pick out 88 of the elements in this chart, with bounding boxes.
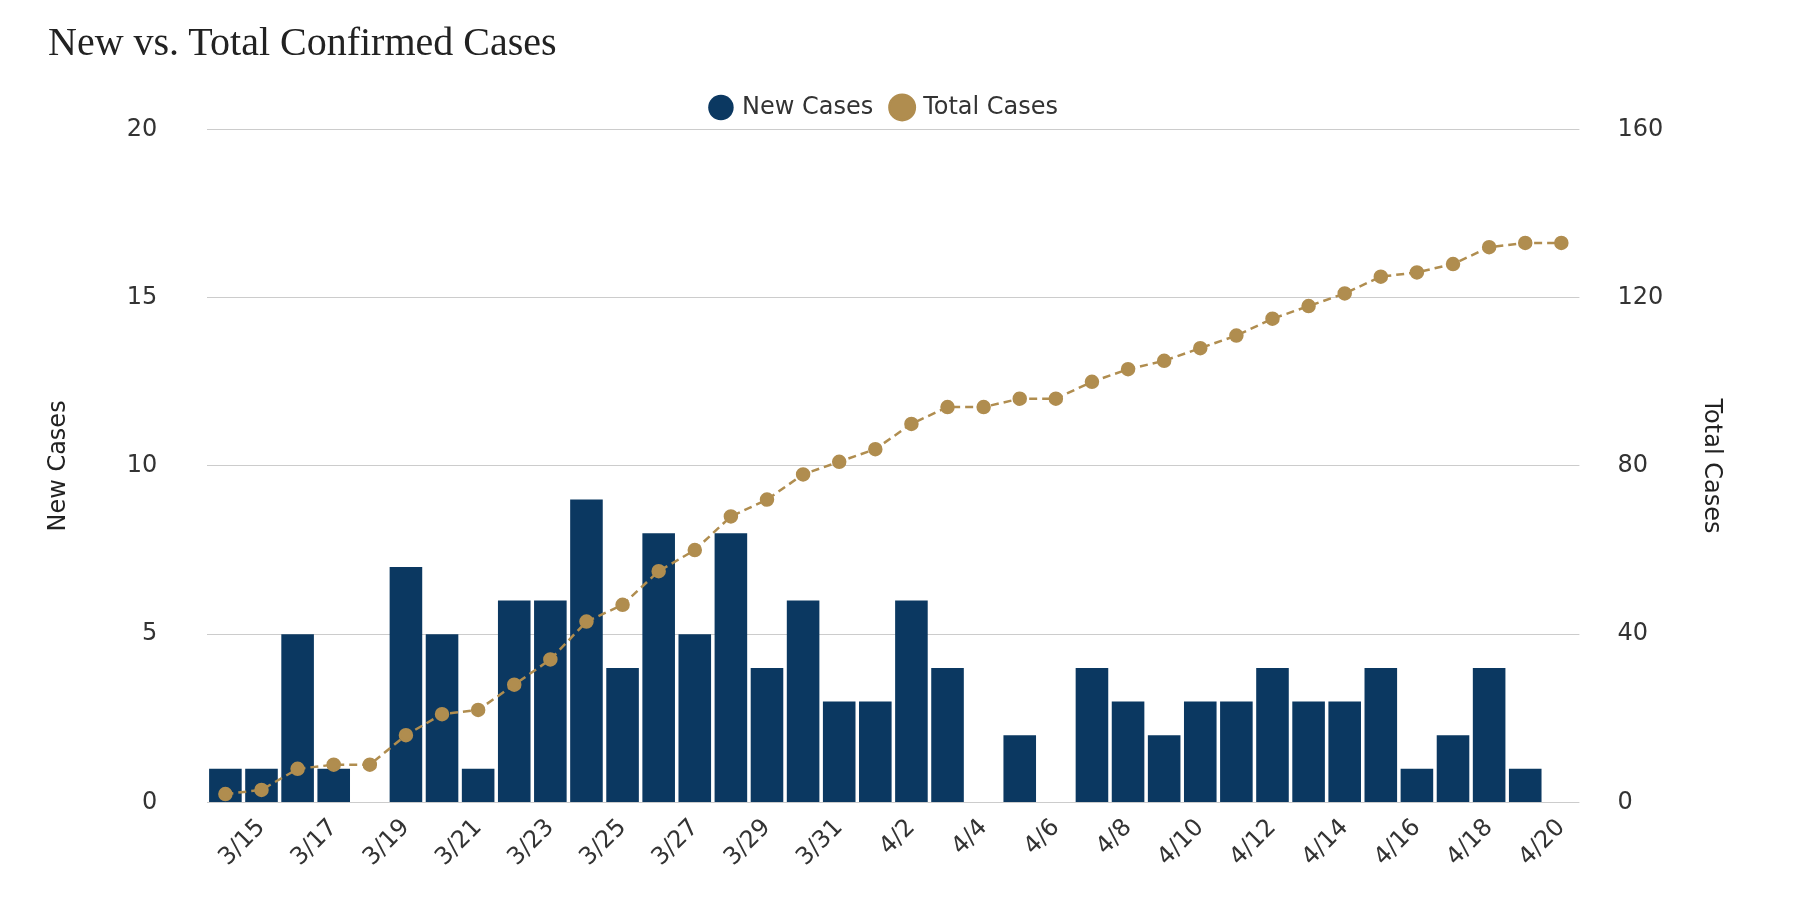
bar xyxy=(1472,667,1506,803)
point xyxy=(868,441,883,457)
bar xyxy=(1003,735,1037,803)
bar xyxy=(1256,667,1289,803)
point xyxy=(1517,235,1533,251)
y-tick-label: 15 xyxy=(126,281,158,310)
point xyxy=(615,597,630,613)
bar xyxy=(1220,701,1253,803)
bar xyxy=(859,701,892,803)
point xyxy=(1554,235,1569,251)
y2-axis-title: Total Cases xyxy=(1699,397,1728,534)
point xyxy=(470,702,486,718)
point xyxy=(1481,239,1497,255)
bar xyxy=(822,701,856,803)
bar xyxy=(606,667,639,803)
bar xyxy=(1183,701,1217,803)
bar xyxy=(1400,768,1434,803)
x-tick-label: 4/2 xyxy=(872,812,921,860)
bar xyxy=(1508,768,1542,803)
bar xyxy=(931,667,964,803)
point xyxy=(326,757,341,772)
y-tick-label: 0 xyxy=(142,786,158,815)
point xyxy=(759,492,775,507)
point xyxy=(1193,340,1208,356)
point xyxy=(398,727,414,743)
bar xyxy=(425,634,459,803)
point xyxy=(579,614,594,629)
point xyxy=(543,652,558,667)
x-tick-label: 4/8 xyxy=(1089,812,1137,860)
bar xyxy=(461,768,495,803)
point xyxy=(940,399,955,415)
point xyxy=(1373,269,1389,284)
point xyxy=(1120,361,1136,377)
x-tick-label: 4/6 xyxy=(1017,812,1065,860)
point xyxy=(1229,328,1244,343)
bar xyxy=(1364,667,1398,803)
y-axis-title: New Cases xyxy=(42,400,71,532)
point xyxy=(1409,265,1425,280)
point xyxy=(831,454,847,470)
bar xyxy=(1075,667,1109,803)
bar xyxy=(750,667,784,803)
bar xyxy=(1147,735,1181,803)
point xyxy=(795,467,811,482)
y-tick-label: 20 xyxy=(126,113,158,142)
point xyxy=(1012,391,1027,406)
point xyxy=(218,786,233,802)
y2-tick-label: 0 xyxy=(1617,786,1633,815)
y-tick-label: 5 xyxy=(142,618,158,647)
point xyxy=(651,563,666,579)
chart-title: New vs. Total Confirmed Cases xyxy=(48,18,558,65)
x-tick-label: 4/4 xyxy=(945,812,993,860)
y2-tick-label: 80 xyxy=(1617,450,1648,479)
bar xyxy=(389,566,423,803)
bar xyxy=(1292,701,1325,803)
point xyxy=(362,757,378,772)
point xyxy=(1048,391,1064,406)
bar xyxy=(497,600,531,803)
y2-tick-label: 120 xyxy=(1617,281,1664,310)
legend-label: New Cases xyxy=(741,91,874,120)
bar xyxy=(1328,701,1361,803)
legend-label: Total Cases xyxy=(922,91,1059,120)
y-tick-label: 10 xyxy=(126,450,158,479)
bar xyxy=(570,499,603,803)
point xyxy=(687,542,703,558)
point xyxy=(1156,353,1172,369)
point xyxy=(904,416,919,432)
bar xyxy=(895,600,928,803)
point xyxy=(1337,286,1352,301)
y2-tick-label: 160 xyxy=(1617,113,1664,142)
bar xyxy=(317,768,351,803)
bar xyxy=(1436,735,1470,803)
bar xyxy=(281,634,314,803)
point xyxy=(723,509,739,524)
point xyxy=(1445,256,1461,272)
point xyxy=(1301,298,1316,314)
point xyxy=(976,399,991,415)
point xyxy=(1265,311,1280,326)
bar xyxy=(534,600,567,803)
bar xyxy=(642,533,675,803)
bar xyxy=(714,533,748,803)
point xyxy=(434,706,450,722)
point xyxy=(290,761,305,777)
point xyxy=(507,677,522,692)
y2-tick-label: 40 xyxy=(1617,618,1648,647)
bar xyxy=(1111,701,1145,803)
point xyxy=(1084,374,1100,390)
bar xyxy=(786,600,820,803)
bar xyxy=(678,634,712,803)
